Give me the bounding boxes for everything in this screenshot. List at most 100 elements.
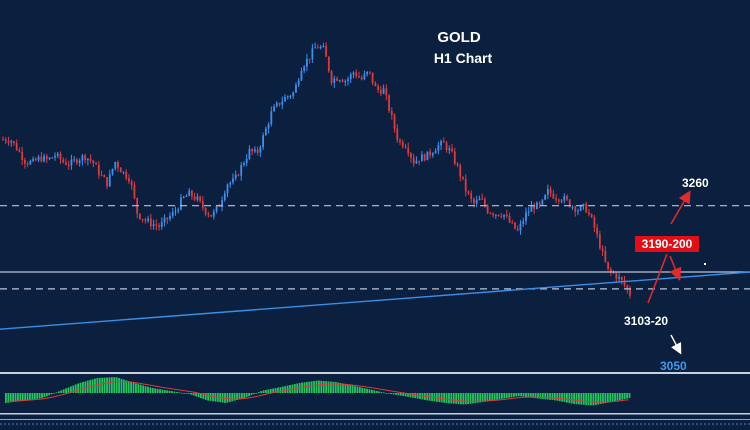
candle xyxy=(89,154,92,164)
candle xyxy=(15,139,18,151)
candle xyxy=(303,65,306,74)
candle xyxy=(525,207,527,225)
candle xyxy=(245,154,248,167)
candle xyxy=(56,151,59,159)
macd-bar xyxy=(407,393,409,397)
candle xyxy=(423,153,426,162)
candle xyxy=(598,230,601,250)
candle xyxy=(418,160,421,166)
candle xyxy=(295,82,297,94)
arrow-up-red xyxy=(670,190,691,225)
macd-bar xyxy=(452,393,455,404)
macd-bar xyxy=(178,392,181,394)
macd-bar xyxy=(125,380,128,393)
macd-bar xyxy=(113,377,116,393)
macd-bar xyxy=(279,387,282,393)
candle xyxy=(382,84,385,95)
candle xyxy=(26,161,29,168)
candle xyxy=(215,205,218,214)
macd-bar xyxy=(159,389,161,393)
candle xyxy=(286,95,289,100)
candle xyxy=(122,171,125,175)
candle xyxy=(196,193,199,202)
macd-bar xyxy=(378,391,380,393)
macd-bar xyxy=(626,393,628,399)
macd-bar xyxy=(585,393,588,405)
macd-bar xyxy=(5,393,7,403)
candle xyxy=(344,79,347,87)
candle xyxy=(125,169,128,181)
candle xyxy=(426,151,429,161)
candle xyxy=(516,225,519,232)
macd-bar xyxy=(450,393,453,404)
macd-bar xyxy=(498,393,501,400)
candle xyxy=(431,152,434,158)
macd-bar xyxy=(414,393,417,399)
macd-bar xyxy=(43,393,46,398)
macd-bar xyxy=(320,380,323,393)
candle xyxy=(7,136,10,146)
macd-bar xyxy=(469,393,472,404)
candle xyxy=(103,174,106,178)
macd-bar xyxy=(614,393,616,402)
candle xyxy=(106,177,108,190)
macd-bar xyxy=(185,393,188,394)
candle xyxy=(149,213,152,230)
macd-bar xyxy=(248,393,250,397)
candle xyxy=(338,79,341,83)
macd-bar xyxy=(383,392,385,394)
macd-bar xyxy=(339,382,342,393)
macd-bar xyxy=(493,393,496,401)
macd-bar xyxy=(161,389,164,393)
candle xyxy=(4,137,7,145)
macd-bar xyxy=(330,381,332,393)
candle xyxy=(574,205,577,217)
macd-bar xyxy=(476,393,479,403)
macd-bar xyxy=(255,393,258,394)
candle xyxy=(133,181,136,200)
macd-bar xyxy=(98,377,101,393)
candle xyxy=(13,140,15,146)
candle xyxy=(399,138,401,146)
candle xyxy=(70,154,73,170)
macd-bar xyxy=(568,393,571,404)
candle xyxy=(363,70,366,81)
candle xyxy=(48,157,51,161)
candle xyxy=(390,107,393,120)
macd-bar xyxy=(204,393,207,400)
candle xyxy=(585,201,588,214)
macd-bar xyxy=(510,393,513,398)
candle xyxy=(404,143,407,149)
macd-bar xyxy=(301,382,303,393)
candle xyxy=(478,195,481,201)
candle xyxy=(128,174,130,184)
candle xyxy=(497,214,500,217)
candle xyxy=(464,174,467,197)
candle xyxy=(141,218,144,223)
candle xyxy=(185,194,188,197)
macd-bar xyxy=(402,393,405,396)
candle xyxy=(349,72,352,84)
macd-bar xyxy=(563,393,566,403)
candle xyxy=(221,196,223,212)
macd-bar xyxy=(539,393,542,399)
candle xyxy=(456,162,459,168)
macd-bar xyxy=(556,393,559,401)
macd-bar xyxy=(342,383,344,393)
macd-bar xyxy=(515,393,518,397)
macd-bar xyxy=(187,393,190,394)
candle xyxy=(201,196,204,211)
candle xyxy=(593,215,596,233)
candle xyxy=(169,212,171,222)
candle xyxy=(527,207,530,217)
macd-bar xyxy=(166,390,169,393)
candle xyxy=(166,217,169,225)
candle xyxy=(51,156,54,159)
candle xyxy=(445,140,448,153)
candle xyxy=(100,170,103,177)
macd-bar xyxy=(202,393,205,399)
macd-bar xyxy=(484,393,486,402)
candle xyxy=(327,56,330,73)
candle xyxy=(368,71,371,75)
macd-bar xyxy=(318,380,320,393)
